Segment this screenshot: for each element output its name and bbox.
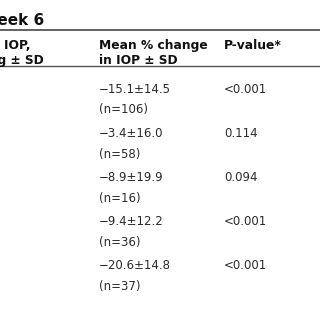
Text: 0.094: 0.094: [224, 171, 258, 184]
Text: Week 6: Week 6: [0, 13, 44, 28]
Text: −20.6±14.8: −20.6±14.8: [99, 259, 171, 272]
Text: (n=106): (n=106): [99, 103, 148, 116]
Text: (n=37): (n=37): [99, 280, 141, 293]
Text: Mean % change: Mean % change: [99, 39, 208, 52]
Text: (n=16): (n=16): [99, 192, 141, 205]
Text: <0.001: <0.001: [224, 259, 267, 272]
Text: mmHg ± SD: mmHg ± SD: [0, 54, 43, 67]
Text: in IOP ± SD: in IOP ± SD: [99, 54, 178, 67]
Text: P-value*: P-value*: [224, 39, 282, 52]
Text: (n=36): (n=36): [99, 236, 141, 249]
Text: Mean IOP,: Mean IOP,: [0, 39, 30, 52]
Text: −15.1±14.5: −15.1±14.5: [99, 83, 171, 96]
Text: <0.001: <0.001: [224, 215, 267, 228]
Text: <0.001: <0.001: [224, 83, 267, 96]
Text: (n=58): (n=58): [99, 148, 140, 161]
Text: −8.9±19.9: −8.9±19.9: [99, 171, 164, 184]
Text: −3.4±16.0: −3.4±16.0: [99, 127, 164, 140]
Text: 0.114: 0.114: [224, 127, 258, 140]
Text: −9.4±12.2: −9.4±12.2: [99, 215, 164, 228]
